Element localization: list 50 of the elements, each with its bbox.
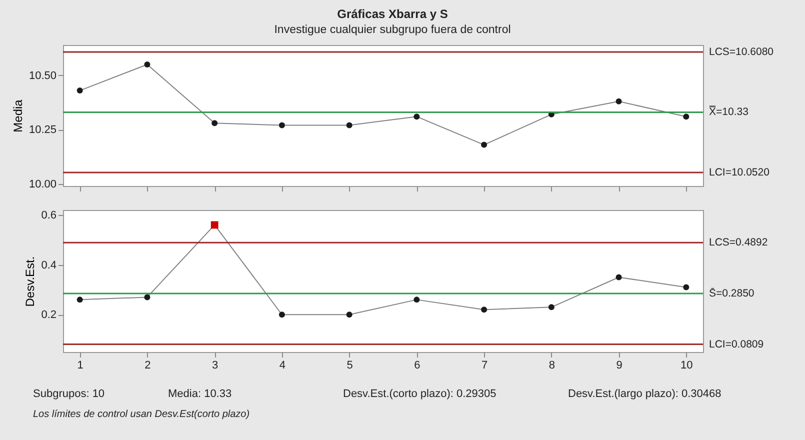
x-tick-label: 8 <box>548 360 555 372</box>
x-tick-label: 6 <box>414 360 420 372</box>
point <box>278 122 285 128</box>
text: Media: 10.33 <box>168 388 232 400</box>
x-tick-label: 5 <box>346 360 353 372</box>
y-tick-label: 0.6 <box>41 209 56 222</box>
text: Desv.Est.(largo plazo): 0.30468 <box>568 388 722 400</box>
y-tick-label: 10.25 <box>28 124 56 136</box>
point <box>548 304 554 310</box>
ref-line-label: S̄=0.2850 <box>709 287 754 300</box>
point <box>414 296 420 303</box>
point <box>278 312 285 318</box>
x-tick-label: 1 <box>77 360 84 372</box>
chart-subtitle: Investigue cualquier subgrupo fuera de control <box>274 24 511 36</box>
point <box>683 284 690 290</box>
point <box>683 114 690 120</box>
ref-line-label: X̿=10.33 <box>708 105 749 118</box>
text: Subgrupos: 10 <box>33 388 105 400</box>
y-tick-label: 10.50 <box>28 70 56 82</box>
x-tick-label: 10 <box>680 360 693 372</box>
ref-line-label: LCS=0.4892 <box>709 236 768 249</box>
y-tick-label: 0.2 <box>41 309 56 322</box>
y-axis-title: Desv.Est. <box>23 256 38 307</box>
point <box>346 122 352 128</box>
point <box>481 306 488 313</box>
point <box>144 294 150 300</box>
point <box>346 312 352 318</box>
ref-line-label: LCI=10.0520 <box>709 166 770 179</box>
point <box>76 88 83 94</box>
y-tick-label: 0.4 <box>41 259 56 272</box>
chart-title: Gráficas Xbarra y S <box>337 7 448 21</box>
x-tick-label: 7 <box>481 360 488 372</box>
x-tick-label: 9 <box>616 360 622 372</box>
point <box>414 114 420 120</box>
point <box>481 142 488 148</box>
x-tick-label: 2 <box>144 360 151 372</box>
x-tick-label: 3 <box>212 360 218 372</box>
x-tick-label: 4 <box>279 360 286 372</box>
point <box>212 120 218 126</box>
point <box>210 221 218 229</box>
point <box>76 296 83 303</box>
point <box>144 62 150 68</box>
text: Los límites de control usan Desv.Est(corto plazo) <box>33 409 250 420</box>
y-axis-title: Media <box>10 99 25 132</box>
y-tick-label: 10.00 <box>28 178 56 190</box>
point <box>616 98 622 104</box>
ref-line-label: LCS=10.6080 <box>709 46 774 58</box>
text: Desv.Est.(corto plazo): 0.29305 <box>343 388 496 400</box>
ref-line-label: LCI=0.0809 <box>709 338 764 350</box>
point <box>616 274 622 280</box>
